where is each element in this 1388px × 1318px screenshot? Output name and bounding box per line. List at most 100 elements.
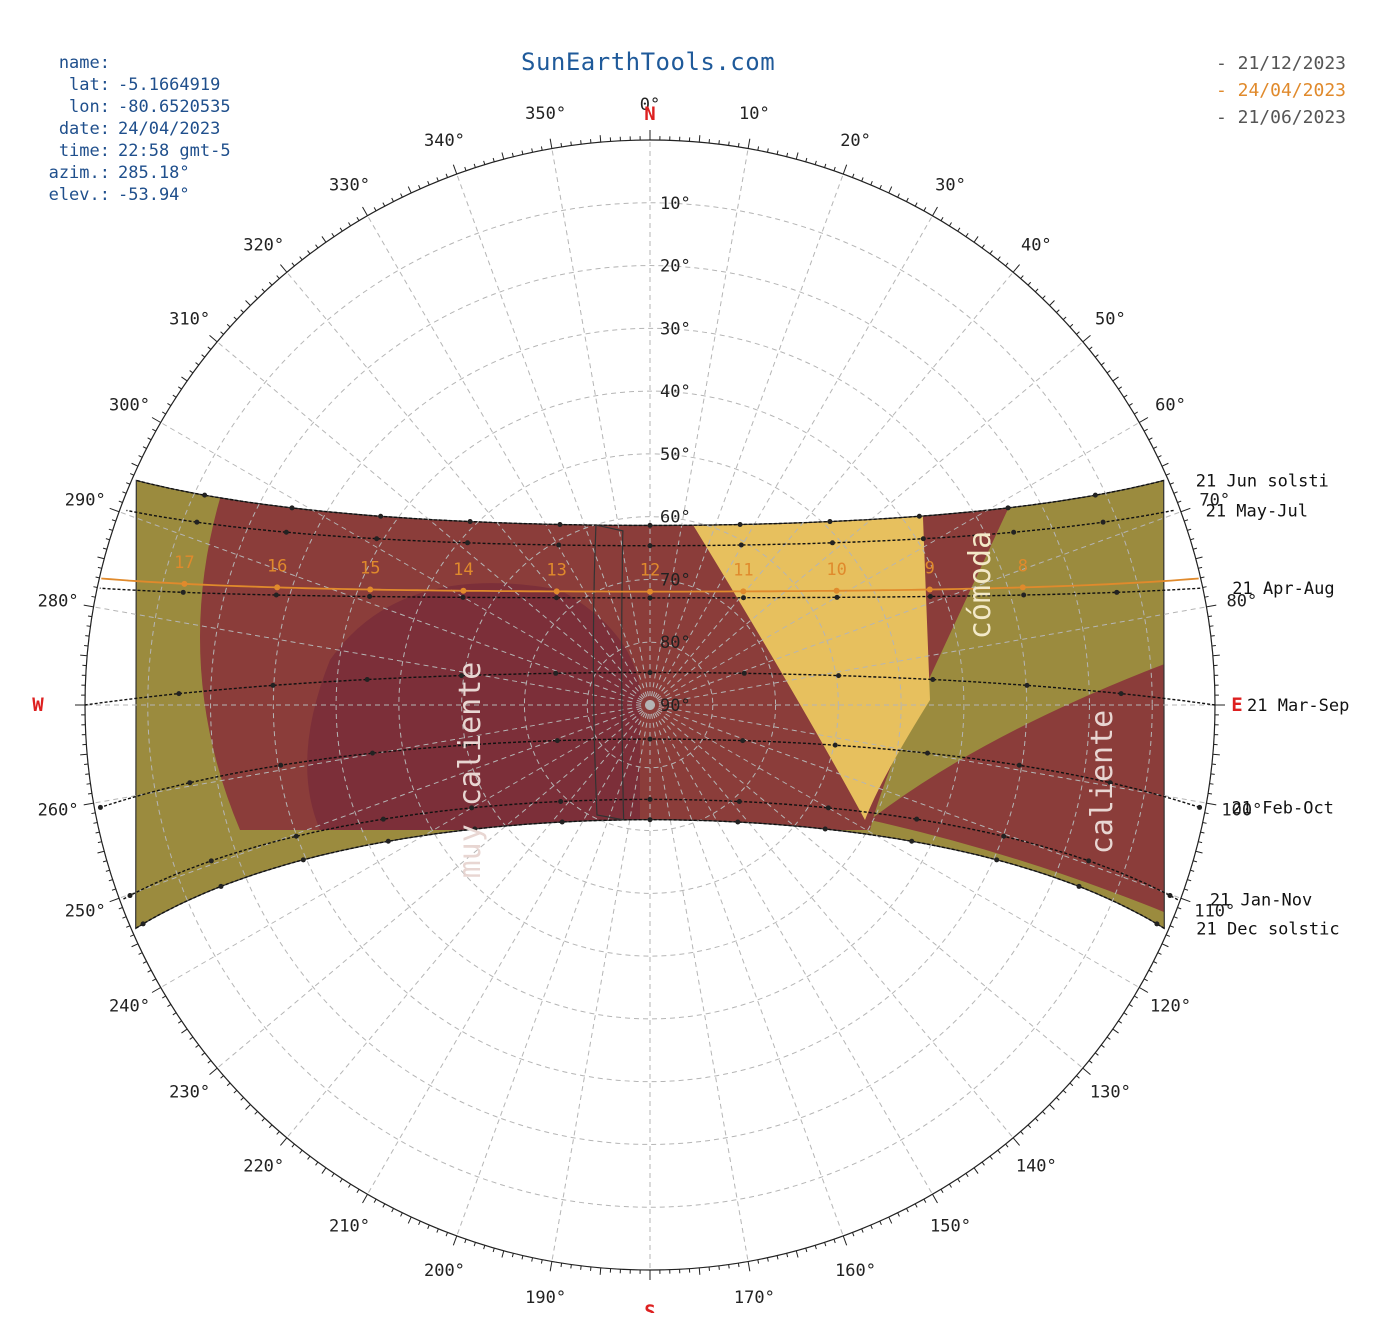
azimuth-tick [990, 1156, 992, 1159]
path-label: 21 Mar-Sep [1247, 696, 1349, 716]
path-label: 21 May-Jul [1206, 501, 1308, 521]
azimuth-label: 340° [424, 131, 465, 151]
hour-marker [930, 677, 935, 682]
azimuth-tick [907, 1208, 909, 1212]
azimuth-label: 220° [243, 1156, 284, 1176]
elevation-label: 90° [660, 696, 691, 716]
hour-marker [301, 857, 306, 862]
azimuth-tick [152, 988, 161, 993]
azimuth-tick [1187, 880, 1191, 881]
azimuth-tick [130, 935, 134, 937]
azimuth-tick [699, 135, 700, 142]
azimuth-tick [1153, 447, 1157, 449]
azimuth-tick [103, 861, 107, 862]
azimuth-tick [1035, 289, 1038, 292]
azimuth-tick [119, 501, 123, 502]
hour-marker [560, 819, 565, 824]
azimuth-tick [357, 217, 359, 220]
azimuth-tick [1162, 463, 1168, 466]
cardinal-label: W [32, 694, 44, 716]
azimuth-tick [109, 529, 113, 530]
hour-marker [1154, 921, 1159, 926]
azimuth-label: 290° [65, 490, 106, 510]
azimuth-tick [990, 251, 992, 254]
hour-label: 13 [546, 560, 566, 580]
azimuth-tick [300, 257, 302, 260]
azimuth-tick [502, 152, 504, 159]
azimuth-tick [550, 139, 552, 149]
selected-hour-marker [647, 589, 653, 595]
hour-label: 15 [360, 559, 380, 579]
azimuth-tick [941, 217, 943, 220]
azimuth-tick [1134, 412, 1137, 414]
azimuth-tick [1208, 793, 1212, 794]
info-value [110, 52, 118, 74]
azimuth-tick [208, 1061, 211, 1064]
azimuth-tick [1166, 474, 1170, 476]
azimuth-tick [1205, 596, 1209, 597]
azimuth-tick [493, 158, 494, 162]
azimuth-tick [998, 257, 1000, 260]
azimuth-tick [300, 1150, 302, 1153]
azimuth-tick [843, 1236, 846, 1245]
azimuth-tick [446, 174, 447, 178]
azimuth-tick [91, 813, 95, 814]
azimuth-tick [1042, 1111, 1045, 1114]
azimuth-tick [933, 207, 938, 216]
site-title[interactable]: SunEarthTools.com [521, 48, 775, 76]
azimuth-tick [152, 429, 155, 431]
azimuth-tick [139, 953, 143, 955]
azimuth-tick [1206, 605, 1216, 607]
azimuth-tick [1129, 1004, 1132, 1006]
azimuth-tick [1050, 301, 1055, 306]
azimuth-label: 300° [109, 396, 150, 416]
azimuth-tick [234, 1090, 237, 1093]
hour-marker [1077, 884, 1082, 889]
hour-marker [739, 543, 744, 548]
azimuth-label: 200° [424, 1261, 465, 1281]
azimuth-tick [246, 1105, 251, 1110]
azimuth-tick [162, 412, 165, 414]
azimuth-tick [600, 1268, 601, 1275]
azimuth-tick [126, 926, 130, 928]
legend-item: - 21/12/2023 [1216, 50, 1346, 77]
azimuth-tick [729, 1265, 730, 1269]
azimuth-tick [1107, 1037, 1110, 1039]
hour-marker [557, 522, 562, 527]
azimuth-tick [419, 185, 421, 189]
azimuth-tick [374, 207, 376, 210]
azimuth-tick [280, 1138, 286, 1146]
azimuth-tick [126, 483, 130, 485]
azimuth-tick [132, 463, 138, 466]
hour-marker [648, 797, 653, 802]
azimuth-tick [729, 142, 730, 146]
azimuth-tick [815, 161, 816, 165]
azimuth-tick [162, 996, 165, 998]
azimuth-tick [181, 377, 187, 381]
selected-hour-marker [274, 584, 280, 590]
azimuth-tick [1213, 754, 1220, 755]
azimuth-tick [974, 236, 978, 242]
azimuth-tick [1166, 935, 1170, 937]
elevation-label: 50° [660, 445, 691, 465]
azimuth-tick [246, 301, 251, 306]
cardinal-label: N [644, 103, 655, 125]
selected-hour-marker [927, 587, 933, 593]
azimuth-tick [1206, 803, 1216, 805]
azimuth-tick [87, 626, 91, 627]
azimuth-tick [1101, 363, 1104, 365]
hour-marker [826, 805, 831, 810]
hour-marker [290, 505, 295, 510]
azimuth-tick [196, 363, 199, 365]
info-row-date: date:24/04/2023 [0, 118, 260, 140]
hour-marker [1093, 493, 1098, 498]
azimuth-tick [889, 1217, 892, 1223]
hour-marker [836, 673, 841, 678]
azimuth-tick [210, 335, 218, 341]
azimuth-tick [453, 165, 456, 174]
azimuth-tick [96, 577, 100, 578]
azimuth-tick [1203, 587, 1207, 588]
hour-marker [141, 921, 146, 926]
azimuth-tick [152, 418, 161, 423]
hour-marker [823, 826, 828, 831]
